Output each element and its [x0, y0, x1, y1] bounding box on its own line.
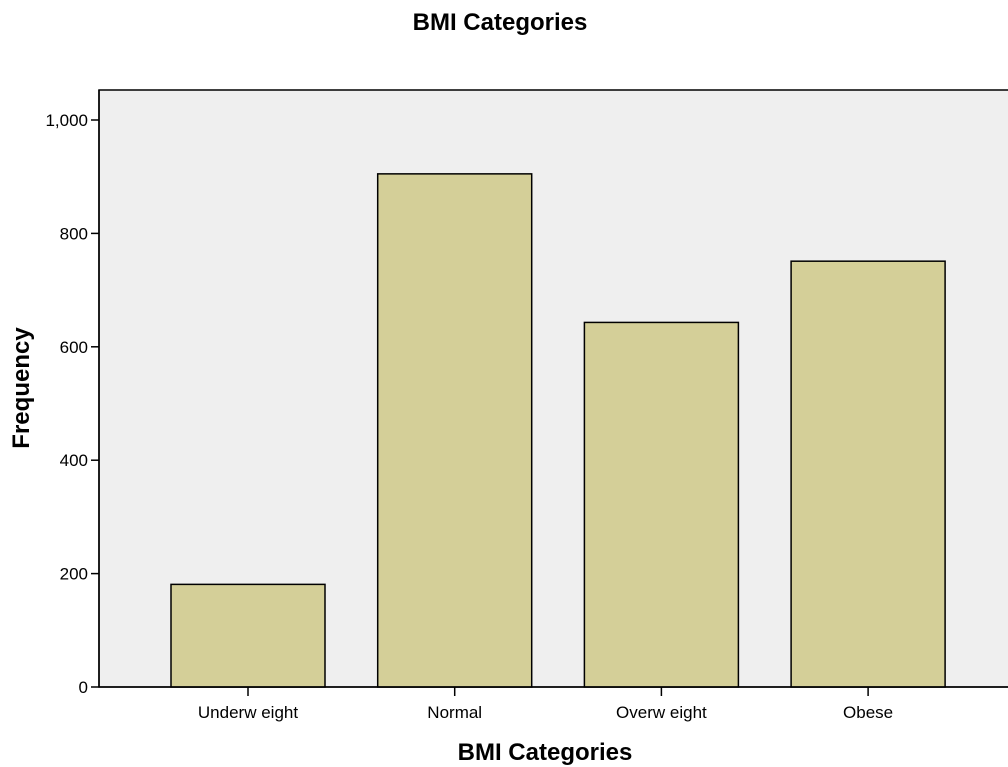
x-axis: Underw eight Normal Overw eight Obese [99, 686, 1008, 722]
bar-normal [376, 173, 533, 688]
bars [170, 173, 946, 688]
bar-overweight [583, 321, 740, 688]
y-tick-label: 800 [60, 224, 88, 243]
y-tick-label: 1,000 [45, 111, 88, 130]
y-tick-label: 600 [60, 338, 88, 357]
y-axis-label: Frequency [8, 327, 35, 449]
bar-obese [790, 260, 946, 688]
y-tick-label: 0 [79, 678, 88, 697]
y-tick-label: 400 [60, 451, 88, 470]
y-tick-label: 200 [60, 565, 88, 584]
y-axis: 0 200 400 600 800 1,000 [45, 90, 100, 697]
bar-underweight [170, 583, 326, 688]
x-axis-label: BMI Categories [458, 739, 633, 766]
chart-title: BMI Categories [413, 9, 588, 36]
x-tick-label: Normal [427, 703, 482, 722]
x-tick-label: Underw eight [198, 703, 298, 722]
x-tick-label: Obese [843, 703, 893, 722]
x-tick-label: Overw eight [616, 703, 707, 722]
